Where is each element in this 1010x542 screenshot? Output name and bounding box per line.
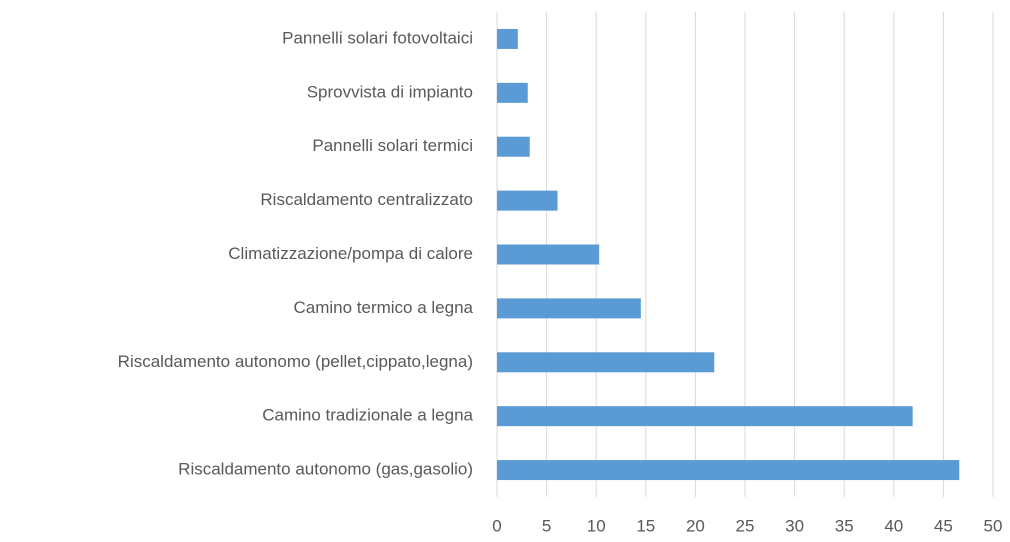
x-tick-label: 35 <box>835 516 854 535</box>
y-tick-label: Camino tradizionale a legna <box>262 406 473 425</box>
bar <box>497 28 518 49</box>
bar <box>497 190 558 211</box>
x-tick-label: 50 <box>984 516 1003 535</box>
y-tick-label: Climatizzazione/pompa di calore <box>228 244 473 263</box>
x-tick-label: 30 <box>785 516 804 535</box>
bar <box>497 352 715 373</box>
y-tick-label: Sprovvista di impianto <box>307 82 473 101</box>
y-tick-label: Pannelli solari termici <box>312 136 473 155</box>
x-tick-label: 5 <box>542 516 551 535</box>
y-tick-label: Riscaldamento autonomo (pellet,cippato,l… <box>118 352 473 371</box>
x-tick-label: 25 <box>736 516 755 535</box>
bar <box>497 460 960 481</box>
y-tick-label: Camino termico a legna <box>293 298 473 317</box>
bar <box>497 406 913 427</box>
bar <box>497 244 600 265</box>
bar <box>497 298 641 319</box>
x-tick-label: 20 <box>686 516 705 535</box>
bar <box>497 82 528 103</box>
y-tick-label: Pannelli solari fotovoltaici <box>282 28 473 47</box>
x-tick-label: 10 <box>587 516 606 535</box>
y-tick-label: Riscaldamento autonomo (gas,gasolio) <box>178 460 473 479</box>
x-tick-label: 15 <box>636 516 655 535</box>
y-tick-label: Riscaldamento centralizzato <box>260 190 473 209</box>
x-tick-label: 0 <box>492 516 501 535</box>
x-tick-label: 45 <box>934 516 953 535</box>
bar <box>497 136 530 157</box>
x-tick-label: 40 <box>884 516 903 535</box>
